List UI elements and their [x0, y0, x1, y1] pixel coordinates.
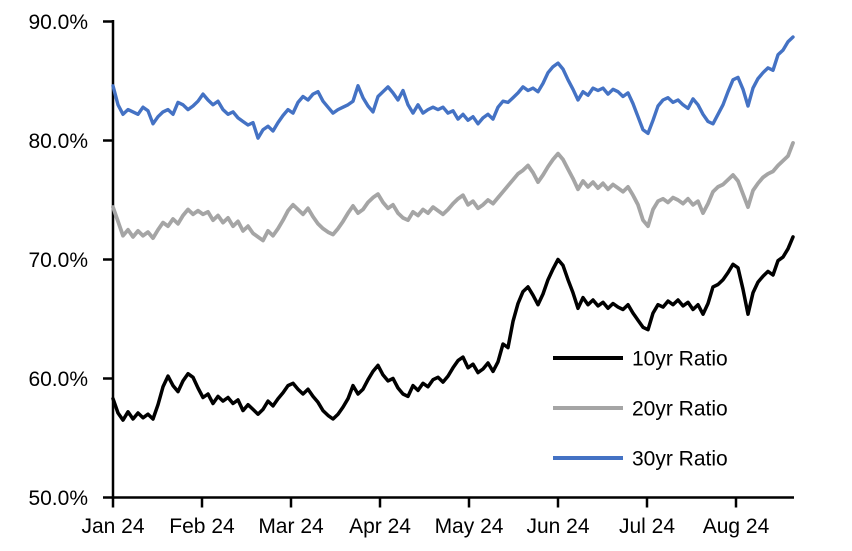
series-line-20yr-ratio: [111, 140, 795, 243]
x-axis-tick-label: May 24: [435, 515, 504, 538]
legend-item-10yr-ratio: 10yr Ratio: [553, 348, 728, 371]
axes: 50.0% 60.0% 70.0% 80.0% 90.0% Jan 24 Feb 24 Mar…: [28, 11, 794, 538]
legend-label-10yr-ratio: 10yr Ratio: [632, 348, 728, 371]
y-axis-tick-label: 50.0%: [28, 487, 88, 510]
y-axis-tick-label: 60.0%: [28, 368, 88, 391]
legend-label-30yr-ratio: 30yr Ratio: [632, 448, 728, 471]
series-line-30yr-ratio: [111, 35, 795, 140]
x-axis-tick-label: Aug 24: [703, 515, 770, 538]
legend: 10yr Ratio 20yr Ratio 30yr Ratio: [553, 348, 728, 471]
legend-item-30yr-ratio: 30yr Ratio: [553, 448, 728, 471]
y-axis-tick-label: 70.0%: [28, 249, 88, 272]
series-line-10yr-ratio: [111, 235, 795, 422]
series-lines: [111, 35, 795, 422]
x-axis-tick-label: Mar 24: [258, 515, 324, 538]
legend-label-20yr-ratio: 20yr Ratio: [632, 398, 728, 421]
x-axis-tick-label: Jan 24: [81, 515, 144, 538]
y-axis-tick-label: 80.0%: [28, 130, 88, 153]
x-axis-tick-label: Jun 24: [526, 515, 589, 538]
y-axis-tick-label: 90.0%: [28, 11, 88, 34]
x-axis-tick-label: Jul 24: [619, 515, 675, 538]
x-axis-tick-label: Feb 24: [169, 515, 235, 538]
x-axis-tick-label: Apr 24: [349, 515, 411, 538]
legend-item-20yr-ratio: 20yr Ratio: [553, 398, 728, 421]
